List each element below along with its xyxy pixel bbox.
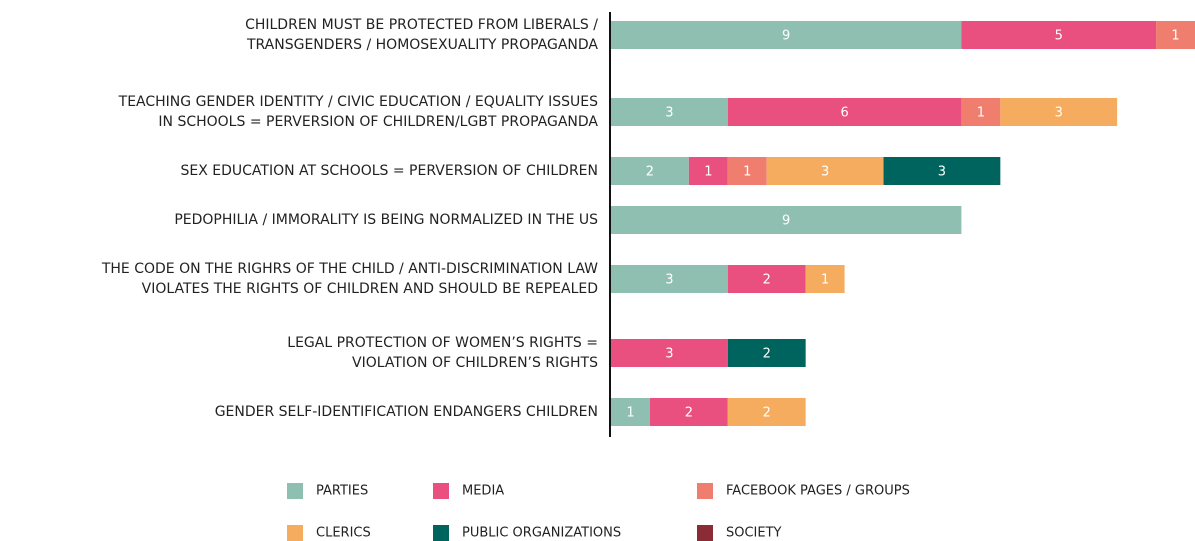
value-label: 5 [1055,29,1063,44]
category-label: LEGAL PROTECTION OF WOMEN’S RIGHTS = [287,335,598,351]
legend-label: SOCIETY [726,526,782,541]
legend-label: PUBLIC ORGANIZATIONS [462,526,621,541]
value-label: 1 [1171,29,1179,44]
category-label: TRANSGENDERS / HOMOSEXUALITY PROPAGANDA [246,37,598,53]
value-label: 3 [1055,106,1063,121]
value-label: 1 [821,273,829,288]
legend-label: MEDIA [462,484,504,499]
bar-segment [611,206,962,234]
legend-swatch [697,525,713,541]
bar-segment [727,398,806,426]
category-label: VIOLATES THE RIGHTS OF CHILDREN AND SHOU… [142,281,598,297]
bar-segment [688,157,728,185]
bar-segment [766,157,884,185]
bar-segment [727,157,767,185]
legend-swatch [287,525,303,541]
category-label: IN SCHOOLS = PERVERSION OF CHILDREN/LGBT… [158,114,598,130]
legend-label: PARTIES [316,484,368,499]
category-label: SEX EDUCATION AT SCHOOLS = PERVERSION OF… [180,163,598,179]
value-label: 2 [763,273,771,288]
category-label: TEACHING GENDER IDENTITY / CIVIC EDUCATI… [118,94,598,110]
bar-segment [649,398,728,426]
category-label: THE CODE ON THE RIGHRS OF THE CHILD / AN… [101,261,598,277]
bar-segment [961,98,1001,126]
value-label: 1 [977,106,985,121]
bar-segment [883,157,1001,185]
bar-segment [611,265,728,293]
legend-swatch [697,483,713,499]
value-label: 1 [626,406,634,421]
category-label: GENDER SELF-IDENTIFICATION ENDANGERS CHI… [215,404,598,420]
bar-segment [961,21,1157,49]
value-label: 2 [763,406,771,421]
value-label: 3 [938,165,946,180]
legend-swatch [433,525,449,541]
value-label: 6 [840,106,848,121]
value-label: 3 [665,106,673,121]
bar-segment [1156,21,1195,49]
value-label: 9 [782,29,790,44]
value-label: 1 [704,165,712,180]
bar-segment [611,157,689,185]
category-label: PEDOPHILIA / IMMORALITY IS BEING NORMALI… [174,212,598,228]
legend-label: CLERICS [316,526,371,541]
value-label: 9 [782,214,790,229]
legend-swatch [287,483,303,499]
category-label: VIOLATION OF CHILDREN’S RIGHTS [352,355,598,371]
bar-segment [611,398,650,426]
bar-segment [611,339,728,367]
value-label: 2 [763,347,771,362]
legend-swatch [433,483,449,499]
bar-segment [727,265,806,293]
bar-segment [805,265,845,293]
value-label: 3 [821,165,829,180]
value-label: 2 [646,165,654,180]
category-label: CHILDREN MUST BE PROTECTED FROM LIBERALS… [245,17,598,33]
bar-segment [727,339,806,367]
value-label: 2 [685,406,693,421]
value-label: 3 [665,347,673,362]
bar-segment [1000,98,1118,126]
bar-segment [611,21,962,49]
value-label: 1 [743,165,751,180]
bar-segment [727,98,962,126]
bar-segment [611,98,728,126]
legend-label: FACEBOOK PAGES / GROUPS [726,484,910,499]
value-label: 3 [665,273,673,288]
